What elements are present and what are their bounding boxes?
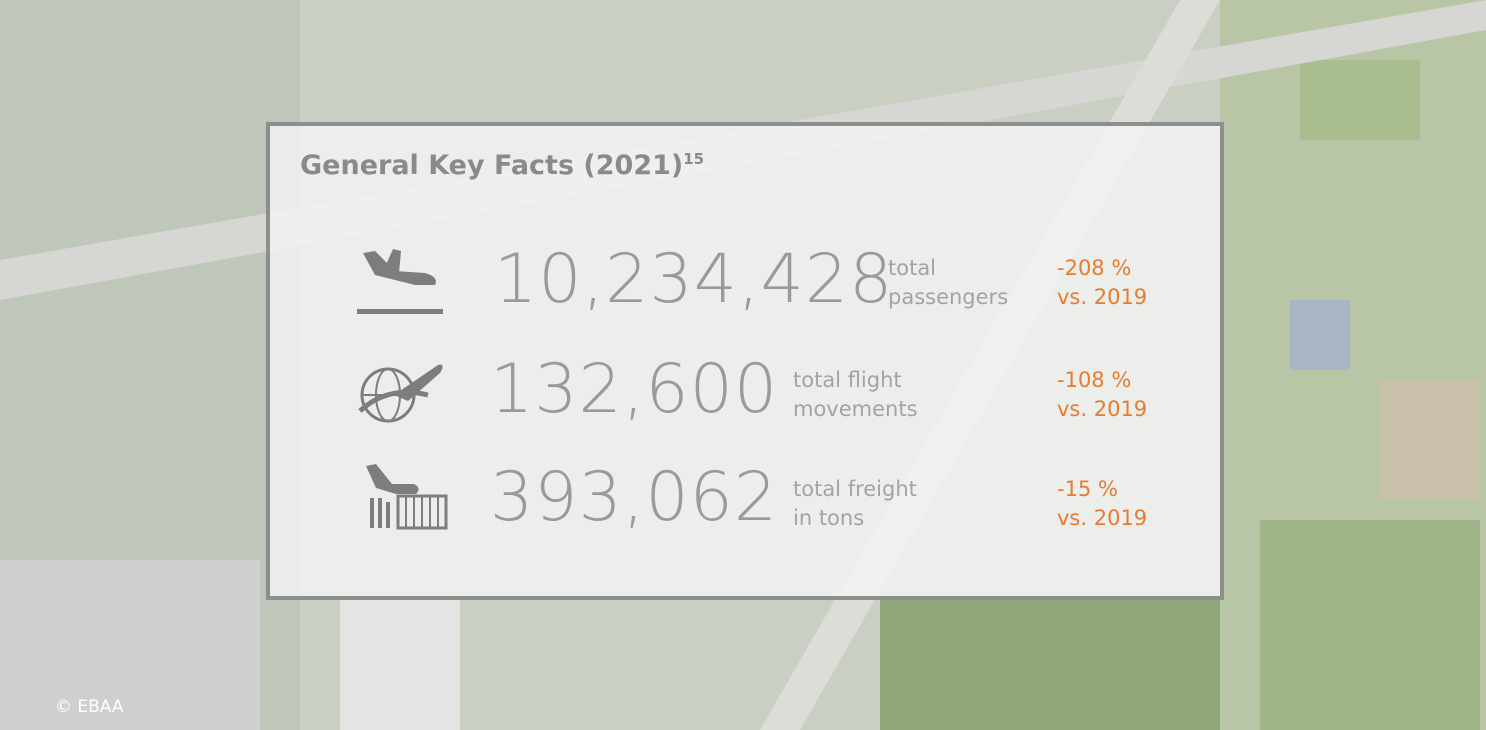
- label-line: total: [888, 254, 1008, 283]
- footnote-ref: 15: [683, 150, 704, 168]
- label-line: movements: [793, 395, 918, 424]
- fact-change: -15 %vs. 2019: [1057, 475, 1147, 533]
- label-line: total flight: [793, 366, 918, 395]
- freight-icon: [362, 462, 450, 532]
- landing-icon: [355, 245, 445, 320]
- fact-value: 10,234,428: [494, 240, 893, 319]
- fact-change: -108 %vs. 2019: [1057, 366, 1147, 424]
- fact-value: 393,062: [490, 458, 778, 537]
- label-line: total freight: [793, 475, 917, 504]
- fact-value: 132,600: [490, 350, 778, 429]
- panel-title: General Key Facts (2021)15: [300, 150, 704, 181]
- slide: General Key Facts (2021)15 10,234,428 to…: [0, 0, 1486, 730]
- change-ref: vs. 2019: [1057, 395, 1147, 424]
- label-line: passengers: [888, 283, 1008, 312]
- globe-flight-icon: [358, 355, 446, 430]
- change-value: -15 %: [1057, 475, 1147, 504]
- change-ref: vs. 2019: [1057, 283, 1147, 312]
- fact-change: -208 %vs. 2019: [1057, 254, 1147, 312]
- change-ref: vs. 2019: [1057, 504, 1147, 533]
- credit: © EBAA: [55, 697, 124, 717]
- change-value: -108 %: [1057, 366, 1147, 395]
- change-value: -208 %: [1057, 254, 1147, 283]
- label-line: in tons: [793, 504, 917, 533]
- title-text: General Key Facts (2021): [300, 150, 683, 181]
